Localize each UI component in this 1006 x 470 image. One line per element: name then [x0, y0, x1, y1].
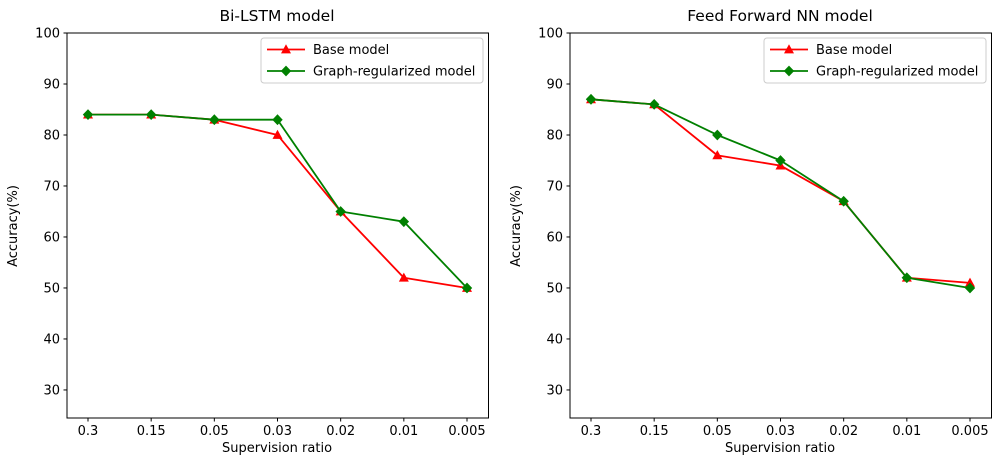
chart-title: Bi-LSTM model [219, 7, 334, 25]
series-line-base-model [590, 98, 971, 284]
x-tick-label: 0.05 [200, 424, 229, 439]
plot-area: 100 90 80 70 60 50 40 30 0.3 0.15 0.05 0.03 0.02 0.01… [35, 27, 489, 439]
y-tick-label: 90 [546, 77, 563, 92]
y-axis-label: Accuracy(%) [509, 185, 524, 267]
legend-box [763, 37, 987, 84]
x-tick-label: 0.05 [703, 424, 732, 439]
chart-title: Feed Forward NN model [687, 7, 873, 25]
x-tick-label: 0.005 [448, 424, 485, 439]
marker-triangle-base-model [712, 150, 723, 160]
marker-diamond-legend [783, 65, 795, 77]
y-tick-label: 70 [43, 179, 60, 194]
marker-diamond-graph-regularized-model [335, 206, 346, 217]
marker-diamond-graph-regularized-model [82, 109, 94, 120]
marker-diamond-graph-regularized-model [712, 129, 723, 141]
legend-box [260, 37, 484, 84]
plot-area: 100 90 80 70 60 50 40 30 0.3 0.15 0.05 0.03 0.02 0.01… [538, 27, 992, 439]
y-tick-label: 100 [35, 27, 60, 42]
y-tick-label: 70 [546, 179, 563, 194]
y-tick-label: 30 [43, 383, 60, 398]
y-tick-label: 50 [546, 281, 563, 296]
marker-diamond-graph-regularized-model [461, 282, 473, 294]
y-tick-label: 60 [43, 230, 60, 245]
y-tick-label: 30 [546, 383, 563, 398]
marker-diamond-graph-regularized-model [145, 109, 157, 120]
x-tick-label: 0.02 [829, 424, 858, 439]
legend-label: Graph-regularized model [816, 65, 978, 80]
marker-diamond-graph-regularized-model [209, 114, 220, 126]
series-line-graph-regularized-model [88, 113, 468, 289]
axes-frame [66, 32, 489, 419]
x-tick-label: 0.01 [389, 424, 418, 439]
series-line-graph-regularized-model [590, 98, 971, 289]
y-tick-label: 50 [43, 281, 60, 296]
marker-diamond-graph-regularized-model [964, 282, 976, 294]
x-axis-label: Supervision ratio [222, 441, 332, 456]
x-tick-label: 0.02 [326, 424, 355, 439]
subplot-bilstm: Bi-LSTM model Supervision ratio Accuracy… [6, 7, 489, 456]
x-tick-label: 0.01 [892, 424, 921, 439]
legend-label: Base model [313, 43, 389, 58]
marker-triangle-base-model [965, 277, 975, 287]
bilstm-chart-svg: Bi-LSTM model Supervision ratio Accuracy… [6, 7, 489, 456]
y-tick-label: 80 [546, 128, 563, 143]
marker-diamond-graph-regularized-model [398, 216, 410, 228]
subplot-feedforward: Feed Forward NN model Supervision ratio … [503, 0, 1006, 470]
marker-diamond-graph-regularized-model [272, 114, 283, 126]
marker-diamond-graph-regularized-model [775, 155, 786, 166]
marker-triangle-base-model [272, 129, 283, 139]
y-tick-label: 100 [538, 27, 563, 42]
x-tick-label: 0.03 [766, 424, 795, 439]
legend-label: Base model [816, 43, 892, 58]
x-tick-label: 0.15 [640, 424, 669, 439]
marker-diamond-legend [280, 65, 292, 77]
x-tick-label: 0.005 [951, 424, 988, 439]
marker-triangle-legend [281, 44, 291, 54]
y-tick-label: 80 [43, 128, 60, 143]
x-axis-label: Supervision ratio [725, 441, 835, 456]
x-tick-label: 0.3 [78, 424, 99, 439]
series-line-base-model [88, 113, 468, 289]
x-tick-label: 0.03 [263, 424, 292, 439]
y-tick-label: 90 [43, 77, 60, 92]
y-tick-label: 40 [43, 332, 60, 347]
y-tick-label: 60 [546, 230, 563, 245]
feedforward-chart-svg: Feed Forward NN model Supervision ratio … [509, 7, 992, 456]
y-axis-label: Accuracy(%) [6, 185, 21, 267]
marker-triangle-base-model [398, 272, 409, 282]
x-tick-label: 0.15 [137, 424, 166, 439]
marker-triangle-legend [784, 44, 794, 54]
marker-diamond-graph-regularized-model [585, 93, 597, 105]
axes-frame [569, 32, 992, 419]
x-tick-label: 0.3 [581, 424, 602, 439]
legend-label: Graph-regularized model [313, 65, 475, 80]
y-tick-label: 40 [546, 332, 563, 347]
marker-diamond-graph-regularized-model [901, 272, 913, 284]
